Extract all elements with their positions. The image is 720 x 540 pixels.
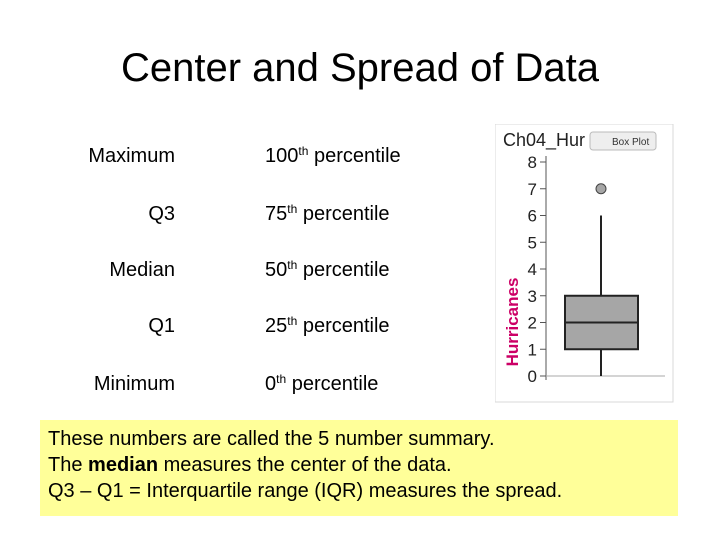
row-label-maximum: Maximum <box>88 145 175 167</box>
summary-callout: These numbers are called the 5 number su… <box>40 420 678 516</box>
chart-title: Ch04_Hur <box>503 130 585 151</box>
callout-line-1: These numbers are called the 5 number su… <box>48 428 495 450</box>
y-axis-ticks: 0 1 2 3 4 5 6 7 8 <box>528 153 546 386</box>
chart-panel <box>495 124 674 403</box>
box-plot-chart: Ch04_Hur Box Plot Hurricanes 0 1 2 3 4 5 6 7 8 <box>495 124 674 403</box>
row-label-median: Median <box>109 259 175 281</box>
y-tick-label: 6 <box>528 207 537 226</box>
row-percentile-q3: 75th percentile <box>265 202 390 225</box>
row-percentile-maximum: 100th percentile <box>265 144 401 167</box>
box-group <box>564 183 639 376</box>
y-tick-label: 5 <box>528 233 537 252</box>
outlier-point <box>595 183 607 195</box>
y-tick-label: 2 <box>528 314 537 333</box>
row-label-minimum: Minimum <box>93 373 175 395</box>
row-percentile-median: 50th percentile <box>265 258 390 281</box>
plot-type-button-label: Box Plot <box>612 137 649 148</box>
y-tick-label: 7 <box>528 180 537 199</box>
callout-line-3: Q3 – Q1 = Interquartile range (IQR) meas… <box>48 480 563 502</box>
slide-title: Center and Spread of Data <box>120 46 600 90</box>
y-axis-label: Hurricanes <box>503 278 522 367</box>
y-tick-label: 3 <box>528 287 537 306</box>
y-tick-label: 8 <box>528 153 537 172</box>
row-percentile-q1: 25th percentile <box>265 314 390 337</box>
row-percentile-minimum: 0th percentile <box>265 372 379 395</box>
callout-median-bold: median <box>88 454 159 476</box>
y-tick-label: 0 <box>528 367 537 386</box>
y-tick-label: 4 <box>528 260 537 279</box>
callout-line-2: The median measures the center of the da… <box>48 454 452 476</box>
plot-type-button[interactable] <box>589 131 657 151</box>
y-tick-label: 1 <box>528 340 537 359</box>
row-label-q1: Q1 <box>148 315 175 337</box>
row-label-q3: Q3 <box>148 203 175 225</box>
